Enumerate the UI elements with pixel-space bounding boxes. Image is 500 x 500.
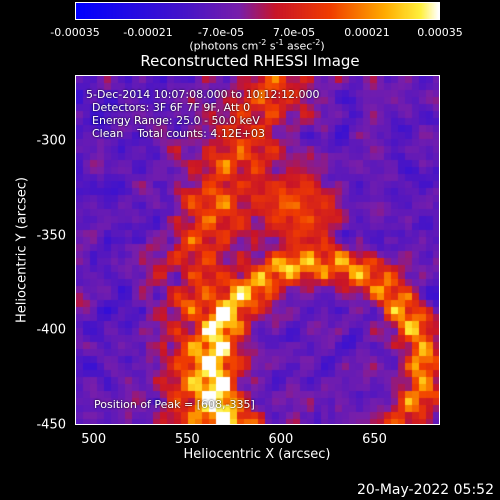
- y-tick-label: -300: [36, 133, 66, 149]
- x-axis-label: Heliocentric X (arcsec): [183, 447, 331, 462]
- annotation-time-range: 5-Dec-2014 10:07:08.000 to 10:12:12.000: [86, 88, 320, 101]
- colorbar-unit-label: (photons cm-2 s-1 asec-2): [189, 38, 325, 53]
- annotation-clean: Clean Total counts: 4.12E+03: [92, 127, 266, 140]
- y-axis-label: Heliocentric Y (arcsec): [14, 177, 30, 323]
- y-tick-label: -450: [36, 417, 66, 433]
- colorbar: [75, 2, 440, 20]
- annotation-detectors: Detectors: 3F 6F 7F 9F, Att 0: [92, 101, 251, 114]
- colorbar-tick-label: 0.00021: [344, 26, 390, 39]
- x-tick-label: 600: [268, 432, 294, 447]
- colorbar-tick-label: -7.0e-05: [197, 26, 245, 39]
- plot-area: [75, 75, 440, 425]
- colorbar-tick-label: -0.00021: [123, 26, 173, 39]
- annotation-peak: Position of Peak = [608,-335]: [94, 398, 255, 411]
- colorbar-tick-label: 0.00035: [417, 26, 463, 39]
- timestamp: 20-May-2022 05:52: [356, 482, 494, 498]
- y-tick-label: -400: [36, 322, 66, 338]
- y-tick-label: -350: [36, 228, 66, 244]
- heatmap-image: [76, 76, 439, 424]
- chart-title: Reconstructed RHESSI Image: [140, 52, 360, 70]
- annotation-energy: Energy Range: 25.0 - 50.0 keV: [92, 114, 260, 127]
- colorbar-tick-label: 7.0e-05: [272, 26, 316, 39]
- colorbar-tick-label: -0.00035: [50, 26, 100, 39]
- x-tick-label: 650: [362, 432, 387, 447]
- x-tick-label: 550: [174, 432, 200, 447]
- x-tick-label: 500: [81, 432, 107, 447]
